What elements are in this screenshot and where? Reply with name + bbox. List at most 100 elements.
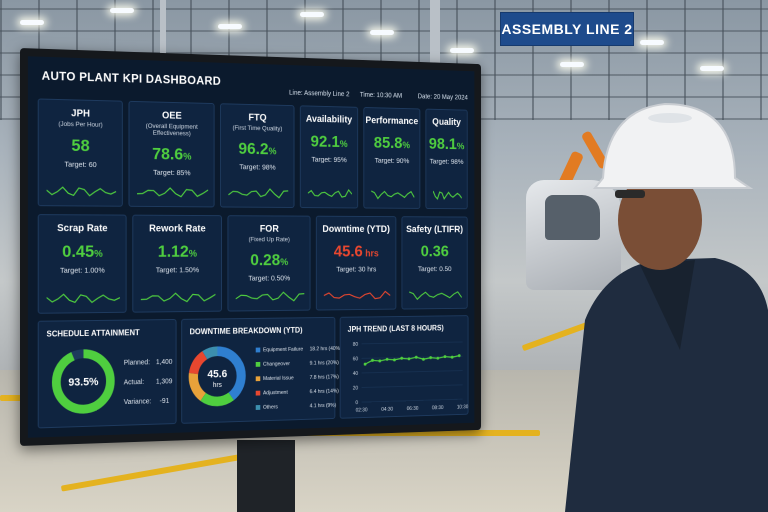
kpi-target: Target: 90%	[374, 156, 410, 166]
kpi-value-number: 45.6	[333, 242, 363, 261]
kpi-title: Downtime (YTD)	[322, 224, 390, 235]
kpi-title: FTQ	[248, 112, 267, 124]
kpi-card-performance: Performance 85.8% Target: 90%	[363, 107, 421, 209]
kpi-value: 45.6 hrs	[317, 242, 396, 261]
downtime-legend-item: Changeover 9.1 hrs (20%)	[255, 360, 339, 368]
worker-collar	[640, 260, 695, 350]
legend-swatch	[255, 405, 261, 410]
kpi-dashboard: AUTO PLANT KPI DASHBOARD Line: Assembly …	[27, 56, 475, 438]
ceiling-light	[110, 8, 134, 13]
actual-value: 1,309	[155, 378, 173, 386]
kpi-value-unit: %	[456, 141, 465, 153]
legend-label: Changeover	[262, 361, 290, 368]
downtime-legend-item: Adjustment 6.4 hrs (14%)	[255, 389, 339, 397]
kpi-title: Scrap Rate	[57, 223, 108, 235]
kpi-sparkline	[47, 292, 120, 305]
trend-point	[378, 359, 382, 363]
schedule-percent: 93.5%	[68, 376, 98, 389]
kpi-title: Safety (LTIFR)	[406, 224, 464, 236]
kpi-sparkline	[433, 190, 462, 201]
legend-value: 6.4 hrs (14%)	[309, 388, 339, 396]
kpi-value-unit: %	[339, 139, 348, 150]
kpi-title: Quality	[432, 117, 461, 129]
trend-point	[371, 358, 374, 362]
kpi-value: 85.8%	[364, 133, 419, 153]
kpi-title: Rework Rate	[149, 223, 206, 235]
kpi-title: Performance	[365, 115, 419, 128]
kpi-target: Target: 85%	[153, 167, 191, 178]
legend-value: 18.2 hrs (40%)	[309, 346, 342, 353]
trend-point	[436, 356, 440, 360]
trend-x-tick: 10:30	[457, 404, 469, 410]
ceiling-light	[560, 62, 584, 67]
kpi-sparkline	[324, 290, 390, 302]
sparkline-path	[47, 294, 120, 303]
kpi-value-number: 0.45	[62, 242, 95, 261]
downtime-legend-item: Others 4.1 hrs (9%)	[255, 403, 336, 411]
kpi-title: JPH	[71, 108, 90, 120]
kpi-value-number: 0.28	[250, 250, 281, 270]
planned-label: Planned:	[123, 359, 150, 367]
line-label: Line: Assembly Line 2	[289, 89, 350, 99]
kpi-target: Target: 30 hrs	[336, 264, 377, 274]
kpi-value: 1.12%	[133, 242, 221, 262]
trend-point	[414, 355, 418, 359]
kpi-title: Availability	[305, 114, 353, 126]
kpi-value: 78.6%	[129, 144, 213, 165]
kpi-sparkline	[141, 291, 216, 303]
ceiling-light	[700, 66, 724, 71]
actual-label: Actual:	[123, 379, 145, 387]
date-label: Date: 20 May 2024	[417, 93, 468, 102]
trend-point	[385, 357, 389, 361]
kpi-card-jph: JPH (Jobs Per Hour) 58 Target: 60	[37, 98, 123, 207]
schedule-donut: 93.5%	[48, 345, 118, 418]
trend-point	[393, 358, 396, 362]
downtime-breakdown-title: DOWNTIME BREAKDOWN (YTD)	[189, 325, 303, 337]
kpi-title: OEE	[161, 110, 182, 122]
ceiling-light	[640, 40, 664, 45]
kpi-subtitle: (First Time Quality)	[232, 124, 283, 133]
kpi-value: 92.1%	[301, 132, 358, 152]
schedule-attainment-panel: SCHEDULE ATTAINMENT 93.5% Planned: 1,400…	[37, 318, 177, 429]
schedule-title: SCHEDULE ATTAINMENT	[46, 328, 140, 339]
jph-trend-panel: JPH TREND (LAST 8 HOURS) 80 60 40 20 0 02:30 0…	[339, 315, 469, 419]
trend-y-tick: 80	[353, 342, 358, 348]
trend-point	[429, 356, 433, 360]
kpi-sparkline	[371, 189, 414, 201]
trend-point	[422, 357, 425, 361]
kpi-value: 0.28%	[228, 251, 309, 270]
downtime-legend-item: Equipment Failure 18.2 hrs (40%)	[255, 346, 342, 354]
kpi-sparkline	[228, 187, 288, 199]
car-window	[545, 195, 600, 240]
downtime-breakdown-panel: DOWNTIME BREAKDOWN (YTD) 45.6 hrs Equipm…	[181, 316, 342, 424]
trend-y-tick: 20	[353, 386, 358, 392]
sparkline-path	[433, 191, 462, 199]
legend-label: Material Issue	[262, 375, 294, 382]
trend-x-tick: 08:30	[432, 405, 444, 411]
kpi-value-number: 1.12	[157, 242, 189, 261]
kpi-value: 0.45%	[39, 242, 126, 262]
kpi-sparkline	[308, 188, 352, 200]
trend-gridline	[362, 399, 463, 402]
kpi-card-availability: Availability 92.1% Target: 95%	[299, 105, 359, 209]
kpi-value: 98.1%	[426, 135, 467, 154]
kpi-value-number: 96.2	[238, 139, 269, 159]
sparkline-path	[228, 189, 288, 198]
kpi-target: Target: 95%	[311, 154, 347, 165]
legend-swatch	[255, 376, 261, 382]
legend-value: 4.1 hrs (9%)	[309, 402, 337, 410]
sparkline-path	[137, 188, 208, 197]
yellow-rail	[300, 430, 540, 436]
legend-label: Adjustment	[262, 389, 288, 397]
ceiling-light	[450, 48, 474, 53]
kpi-sparkline	[47, 185, 117, 198]
ceiling-light	[370, 30, 394, 35]
sparkline-path	[141, 293, 216, 302]
kpi-target: Target: 98%	[429, 156, 464, 166]
kpi-subtitle: (Overall Equipment Effectiveness)	[145, 122, 198, 138]
kpi-card-quality: Quality 98.1% Target: 98%	[425, 108, 468, 210]
kpi-title: FOR	[259, 224, 279, 235]
kpi-target: Target: 1.00%	[60, 265, 105, 275]
kpi-card-safety-ltifr: Safety (LTIFR) 0.36 Target: 0.50	[401, 216, 468, 310]
monitor: AUTO PLANT KPI DASHBOARD Line: Assembly …	[20, 48, 482, 446]
